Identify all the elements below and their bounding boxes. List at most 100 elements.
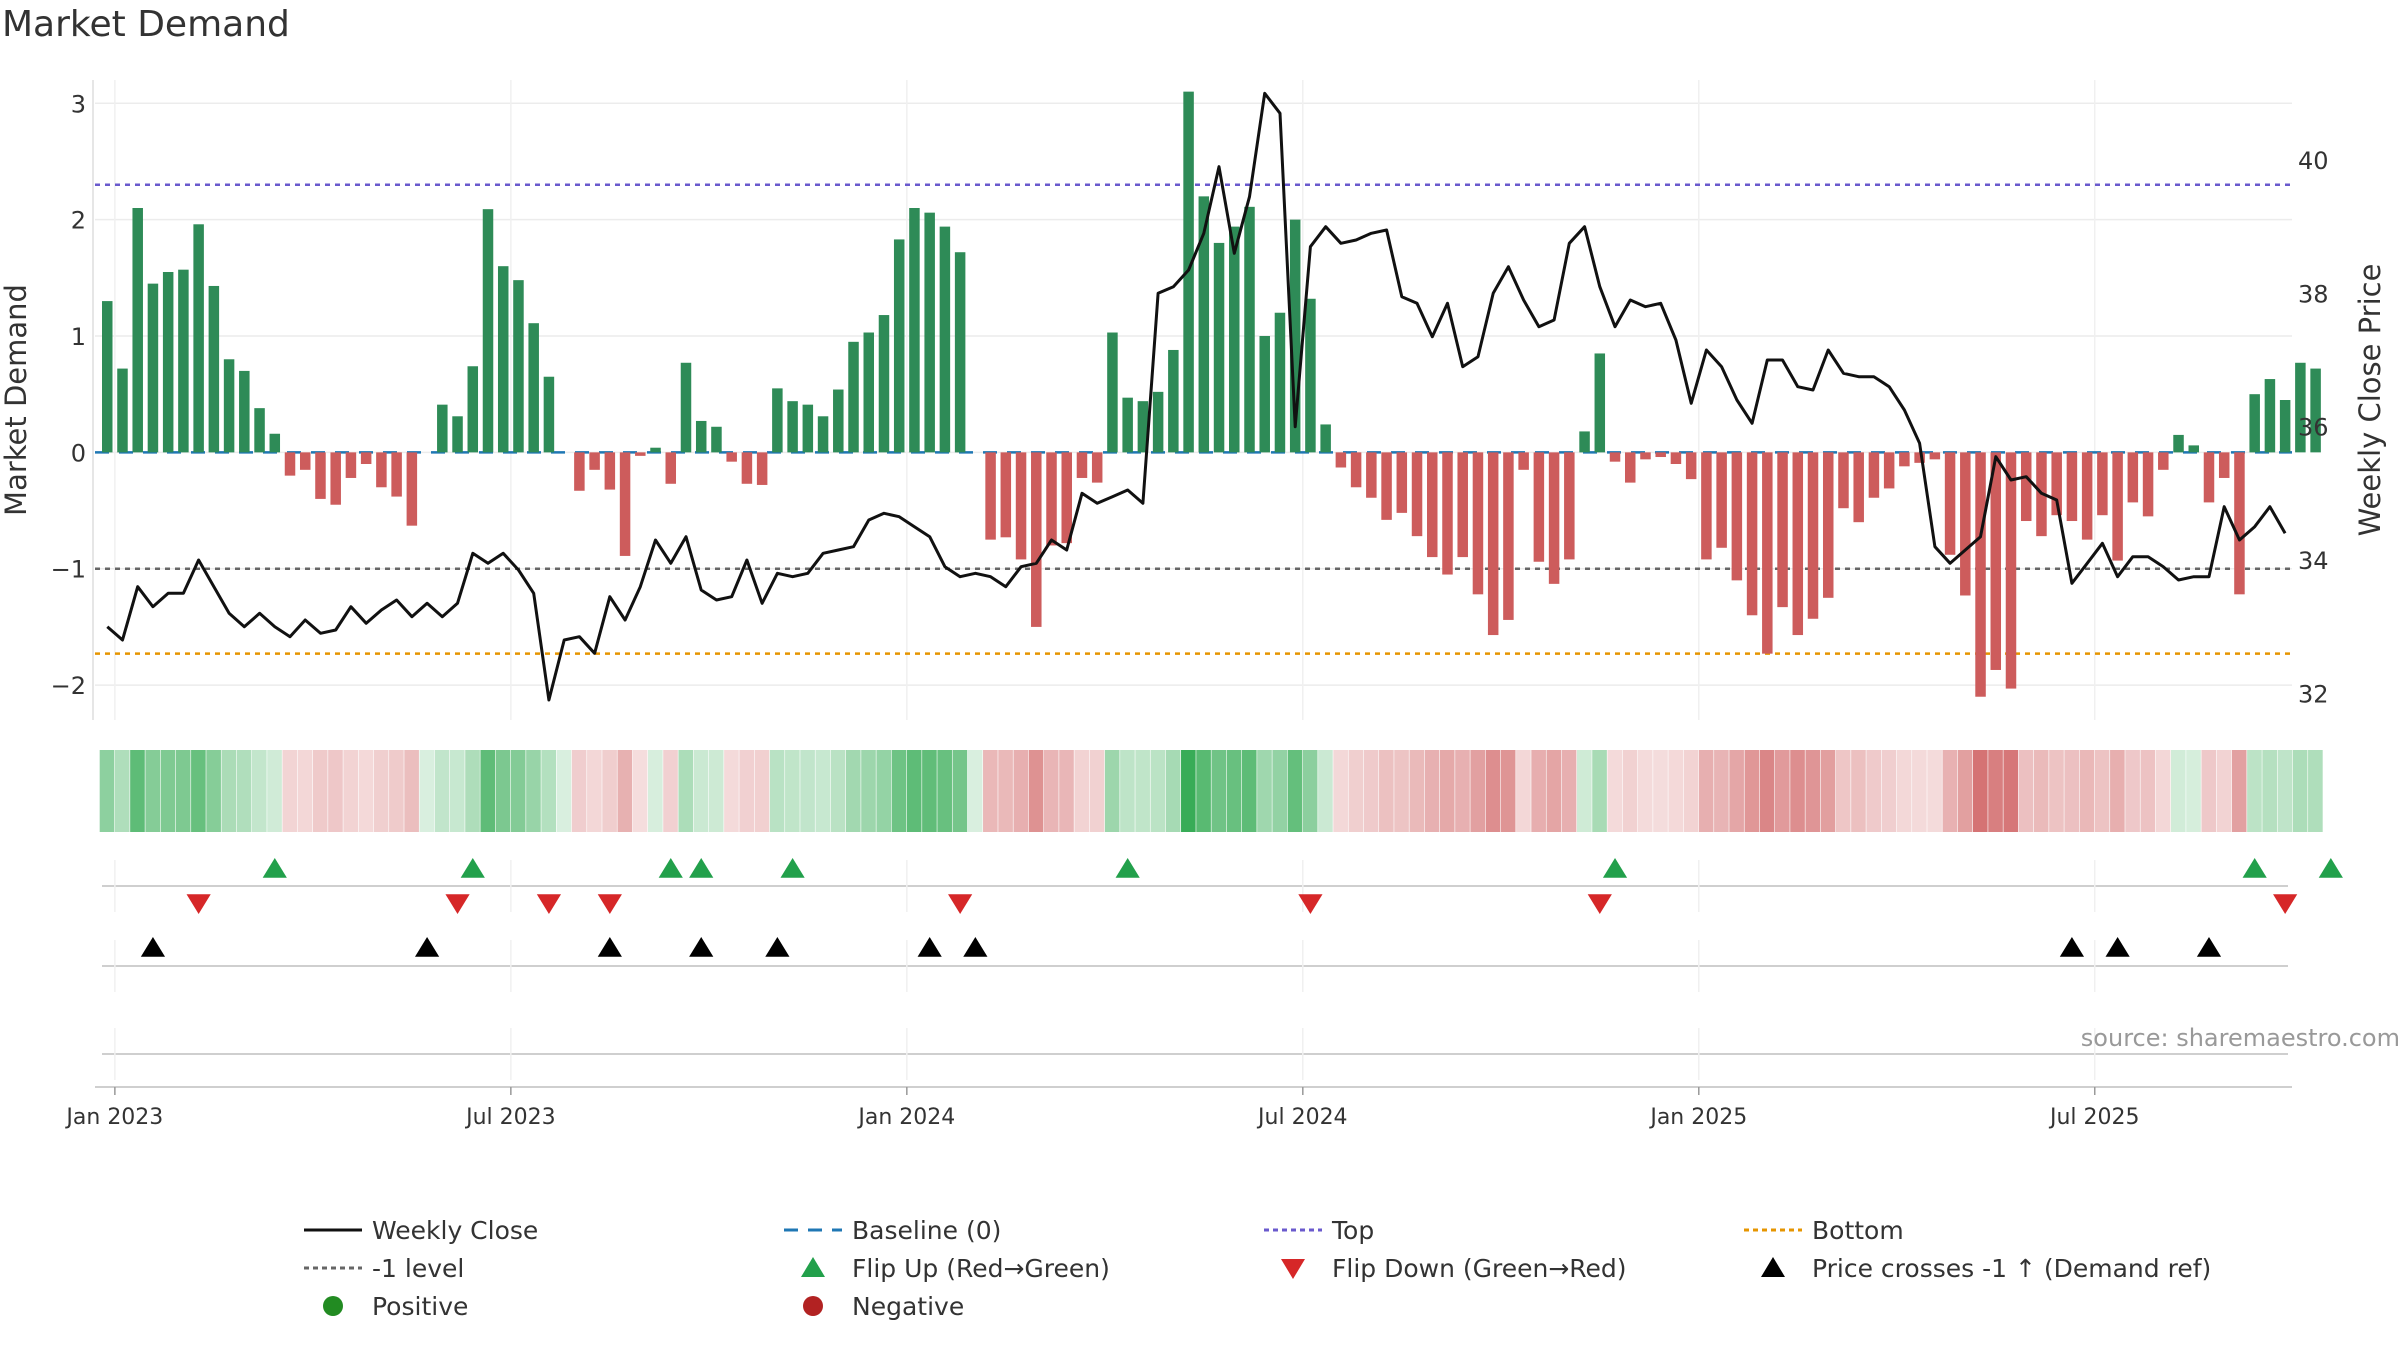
heat-cell	[114, 750, 130, 832]
flip-up-marker	[262, 858, 287, 878]
heat-cell	[2262, 750, 2277, 832]
x-tick-label: Jan 2025	[1648, 1105, 1747, 1130]
negative-demand-bar	[1411, 452, 1423, 537]
heat-cell	[267, 750, 282, 832]
negative-demand-bar	[1427, 452, 1438, 558]
heat-cell	[876, 750, 892, 832]
positive-demand-bar	[1213, 242, 1225, 453]
heat-cell	[678, 750, 694, 832]
positive-demand-bar	[102, 301, 113, 453]
heat-cell	[1820, 750, 1836, 832]
heat-cell	[1942, 750, 1958, 832]
positive-demand-bar	[787, 401, 798, 453]
negative-demand-bar	[1000, 452, 1012, 538]
heat-cell	[495, 750, 511, 832]
positive-demand-bar	[878, 315, 890, 453]
negative-demand-bar	[1944, 452, 1956, 555]
heat-cell	[1333, 750, 1348, 832]
negative-demand-bar	[1762, 452, 1773, 654]
heat-cell	[2049, 750, 2064, 832]
dotted-line-icon	[1740, 1212, 1806, 1248]
negative-demand-bar	[1716, 452, 1727, 548]
solid-line-icon	[300, 1212, 366, 1248]
legend-item-weekly-close: Weekly Close	[300, 1212, 538, 1248]
heat-cell	[449, 750, 465, 832]
positive-demand-bar	[1274, 312, 1286, 453]
x-tick-label: Jul 2023	[464, 1105, 556, 1130]
positive-demand-bar	[711, 426, 722, 453]
heat-cell	[587, 750, 602, 832]
heat-cell	[1089, 750, 1105, 832]
negative-demand-bar	[2005, 452, 2017, 689]
heat-cell	[1546, 750, 1562, 832]
negative-demand-bar	[2097, 452, 2108, 516]
positive-demand-bar	[162, 272, 174, 453]
positive-demand-bar	[772, 388, 783, 453]
positive-demand-bar	[695, 420, 707, 453]
legend-label: Baseline (0)	[852, 1215, 1002, 1245]
legend-item-flip-up: Flip Up (Red→Green)	[780, 1250, 1110, 1286]
negative-demand-bar	[1061, 452, 1072, 544]
heat-cell	[1698, 750, 1714, 832]
price-cross-marker	[2196, 937, 2222, 957]
x-tick-label: Jan 2023	[64, 1105, 163, 1130]
y2-tick-label: 38	[2298, 280, 2329, 308]
heat-cell	[2186, 750, 2201, 832]
heat-cell	[1318, 750, 1333, 832]
heat-cell	[1607, 750, 1623, 832]
positive-demand-bar	[2249, 394, 2260, 453]
heat-cell	[389, 750, 404, 832]
x-tick-label: Jul 2025	[2048, 1105, 2140, 1130]
positive-demand-bar	[543, 376, 555, 453]
heat-cell	[1074, 750, 1090, 832]
heat-cell	[1622, 750, 1638, 832]
heat-cell	[2231, 750, 2247, 832]
demand-bars	[102, 91, 2321, 697]
negative-demand-bar	[1046, 452, 1057, 546]
heat-cell	[754, 750, 770, 832]
negative-demand-bar	[1031, 452, 1042, 627]
flip-down-marker	[445, 894, 470, 914]
y-tick-label: 1	[71, 323, 86, 351]
heat-cell	[236, 750, 252, 832]
heat-cell	[434, 750, 450, 832]
heat-cell	[2003, 750, 2019, 832]
dashed-line-icon	[780, 1212, 846, 1248]
flip-up-marker	[2318, 858, 2343, 878]
heat-cell	[282, 750, 298, 832]
negative-demand-bar	[2218, 452, 2230, 478]
positive-demand-bar	[1137, 401, 1149, 453]
positive-demand-bar	[863, 332, 874, 453]
positive-demand-bar	[452, 416, 463, 453]
y-tick-label: 0	[71, 439, 86, 467]
heat-cell	[297, 750, 313, 832]
heat-cell	[419, 750, 435, 832]
negative-demand-bar	[376, 452, 387, 488]
price-cross-marker	[963, 937, 988, 957]
negative-demand-bar	[1640, 452, 1651, 460]
heat-cell	[526, 750, 541, 832]
heat-cell	[861, 750, 876, 832]
heat-cell	[602, 750, 617, 832]
positive-demand-bar	[1289, 219, 1301, 453]
negative-demand-bar	[1853, 452, 1864, 523]
heat-cell	[191, 750, 206, 832]
flip-down-marker	[597, 894, 622, 914]
negative-demand-bar	[330, 452, 341, 505]
flip-down-marker	[2273, 894, 2298, 914]
heat-cell	[967, 750, 983, 832]
heat-cell	[465, 750, 480, 832]
heat-cell	[99, 750, 115, 832]
positive-demand-bar	[1320, 424, 1331, 453]
heat-cell	[2094, 750, 2110, 832]
legend-label: Flip Down (Green→Red)	[1332, 1253, 1627, 1283]
heat-cell	[2064, 750, 2079, 832]
legend-item-positive: Positive	[300, 1288, 468, 1324]
heat-cell	[1257, 750, 1272, 832]
positive-demand-bar	[1107, 332, 1118, 453]
heat-cell	[2110, 750, 2125, 832]
heat-cell	[617, 750, 633, 832]
heat-cell	[1637, 750, 1653, 832]
legend-label: -1 level	[372, 1253, 465, 1283]
